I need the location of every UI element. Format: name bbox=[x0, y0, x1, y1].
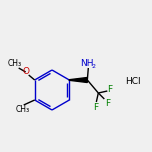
Text: CH₃: CH₃ bbox=[16, 105, 30, 114]
Polygon shape bbox=[69, 78, 87, 83]
Text: F: F bbox=[105, 98, 110, 107]
Text: F: F bbox=[93, 102, 98, 112]
Text: NH: NH bbox=[81, 59, 94, 69]
Text: F: F bbox=[107, 85, 112, 95]
Text: 2: 2 bbox=[91, 64, 95, 69]
Text: HCl: HCl bbox=[125, 78, 141, 86]
Text: O: O bbox=[22, 67, 29, 76]
Text: CH₃: CH₃ bbox=[8, 59, 22, 69]
